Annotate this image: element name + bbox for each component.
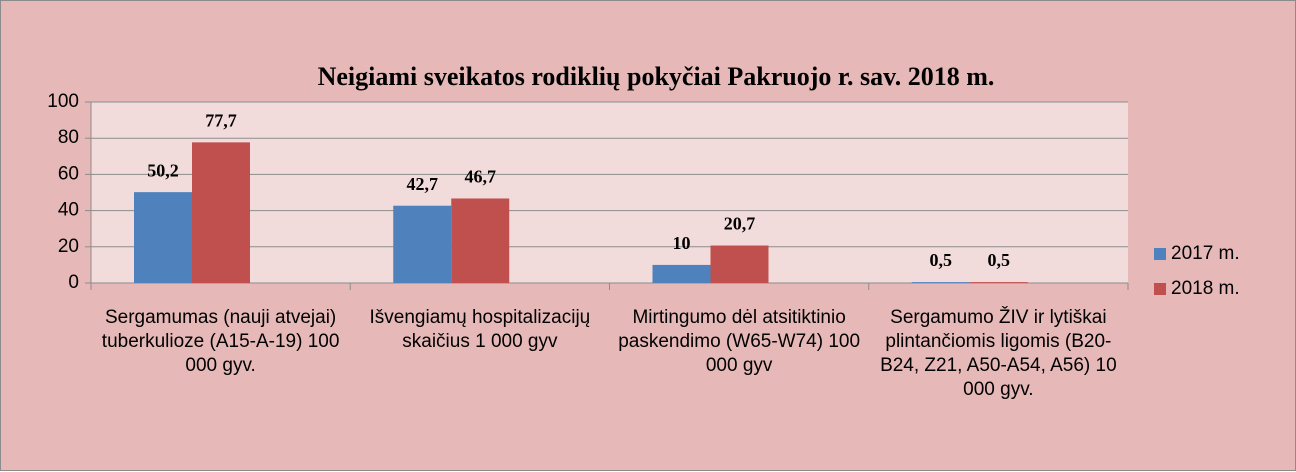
data-label: 20,7 bbox=[724, 214, 756, 234]
legend-swatch bbox=[1154, 283, 1166, 295]
legend-label: 2017 m. bbox=[1171, 243, 1240, 264]
y-tick-label: 40 bbox=[58, 200, 79, 221]
y-tick-label: 20 bbox=[58, 236, 79, 257]
bar bbox=[969, 282, 1028, 283]
x-tick-label: Mirtingumo dėl atsitiktinio paskendimo (… bbox=[618, 307, 861, 376]
legend-label: 2018 m. bbox=[1171, 278, 1240, 299]
bar bbox=[451, 198, 510, 283]
data-label: 77,7 bbox=[205, 110, 237, 130]
plot-area bbox=[91, 102, 1128, 283]
bar bbox=[134, 192, 192, 283]
x-tick-label: Sergamumas (nauji atvejai) tuberkulioze … bbox=[101, 307, 340, 376]
y-tick-label: 60 bbox=[58, 163, 79, 184]
y-tick-label: 100 bbox=[47, 91, 79, 112]
data-label: 10 bbox=[673, 233, 691, 253]
bar bbox=[652, 264, 711, 283]
data-label: 42,7 bbox=[407, 174, 439, 194]
bar bbox=[911, 282, 970, 283]
bar bbox=[192, 142, 250, 283]
y-tick-label: 80 bbox=[58, 127, 79, 148]
x-tick-label: Išvengiamų hospitalizacijų skaičius 1 00… bbox=[369, 307, 591, 352]
data-label: 46,7 bbox=[465, 167, 497, 187]
data-label: 0,5 bbox=[930, 250, 953, 270]
bar bbox=[393, 205, 452, 283]
bar bbox=[710, 245, 769, 283]
data-label: 0,5 bbox=[988, 250, 1011, 270]
y-tick-label: 0 bbox=[68, 272, 79, 293]
chart-title: Neigiami sveikatos rodiklių pokyčiai Pak… bbox=[318, 62, 995, 91]
x-tick-label: Sergamumo ŽIV ir lytiškai plintančiomis … bbox=[880, 307, 1117, 400]
legend-swatch bbox=[1154, 248, 1166, 260]
data-label: 50,2 bbox=[147, 160, 179, 180]
